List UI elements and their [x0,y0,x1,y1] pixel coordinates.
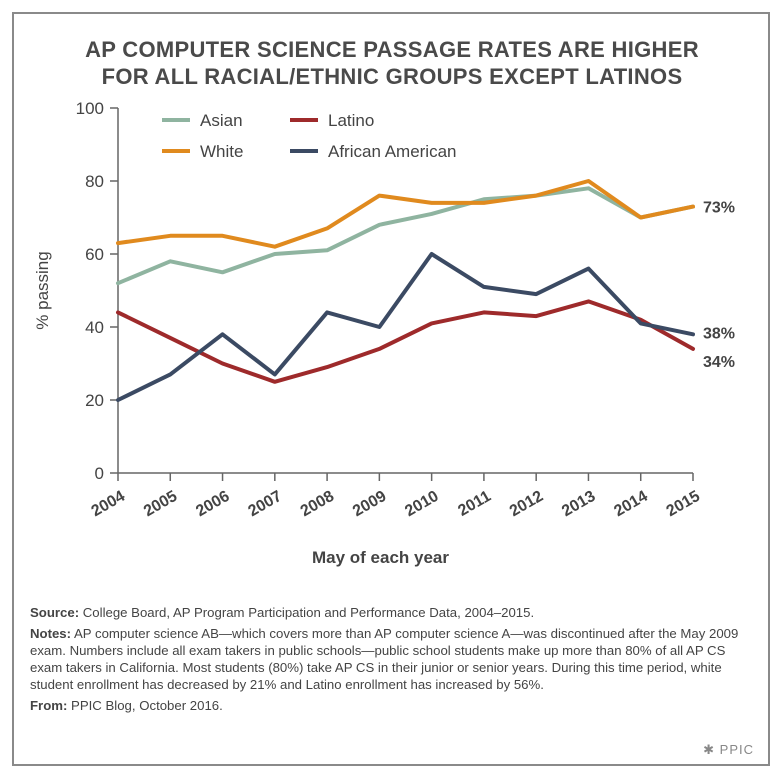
series-line-asian [116,186,695,286]
x-tick-label: 2005 [141,488,180,521]
figure-frame [12,12,770,766]
source-text: College Board, AP Program Participation … [82,605,535,620]
chart-title: AP COMPUTER SCIENCE PASSAGE RATES ARE HI… [0,36,784,90]
x-tick-label: 2009 [350,488,389,521]
x-tick-label: 2010 [402,488,441,521]
from-note: From: PPIC Blog, October 2016. [30,697,760,714]
brand-text: PPIC [719,742,754,757]
series-line-latino [116,299,695,384]
y-tick-label: 100 [76,99,104,118]
notes-text: AP computer science AB—which covers more… [30,626,739,692]
notes-block: Source: College Board, AP Program Partic… [30,604,760,718]
legend-label-latino: Latino [328,111,374,130]
title-line-2: FOR ALL RACIAL/ETHNIC GROUPS EXCEPT LATI… [101,64,683,89]
end-label-african-american: 38% [703,325,735,342]
x-tick-label: 2012 [507,488,546,521]
legend-label-african-american: African American [328,142,457,161]
source-note: Source: College Board, AP Program Partic… [30,604,760,621]
from-text: PPIC Blog, October 2016. [71,698,223,713]
x-tick-label: 2004 [89,488,128,521]
legend-label-white: White [200,142,243,161]
sparkle-icon: ✱ [703,742,716,757]
series-line-white [116,179,695,249]
y-axis-label: % passing [33,251,52,329]
end-label-latino: 34% [703,354,735,371]
y-tick-label: 0 [95,464,104,483]
x-tick-label: 2011 [455,488,494,520]
brand-logo: ✱ PPIC [703,742,754,758]
title-line-1: AP COMPUTER SCIENCE PASSAGE RATES ARE HI… [85,37,699,62]
y-tick-label: 40 [85,318,104,337]
x-tick-label: 2013 [559,488,598,521]
x-tick-label: 2015 [664,488,703,521]
y-tick-label: 80 [85,172,104,191]
end-label-asian: 73% [703,200,735,217]
line-chart: 0 20 40 60 80 100 2004 2005 2006 2007 2008 2009 2010… [33,99,735,567]
x-tick-label: 2006 [193,488,232,521]
series-line-african-american [116,252,695,402]
notes-note: Notes: AP computer science AB—which cove… [30,625,760,693]
source-label: Source: [30,605,80,620]
legend-label-asian: Asian [200,111,243,130]
y-tick-label: 60 [85,245,104,264]
y-tick-label: 20 [85,391,104,410]
x-tick-label: 2014 [611,488,650,521]
x-tick-label: 2007 [245,488,284,521]
x-axis-label: May of each year [312,548,449,567]
notes-label: Notes: [30,626,72,641]
from-label: From: [30,698,68,713]
x-tick-label: 2008 [298,488,337,521]
